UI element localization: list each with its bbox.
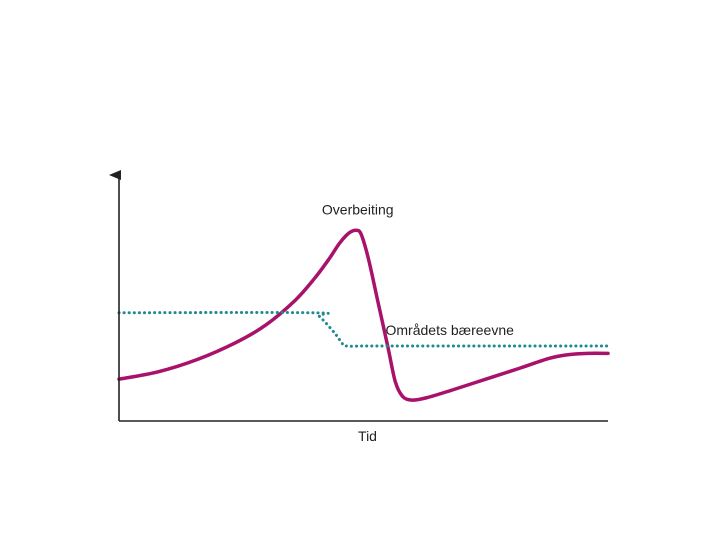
baereevne-label: Områdets bæreevne [386,322,515,338]
overbeiting-label: Overbeiting [322,201,394,217]
overbeiting-line [117,228,610,402]
baereevne-line [117,310,610,348]
x-axis-label: Tid [358,428,377,444]
